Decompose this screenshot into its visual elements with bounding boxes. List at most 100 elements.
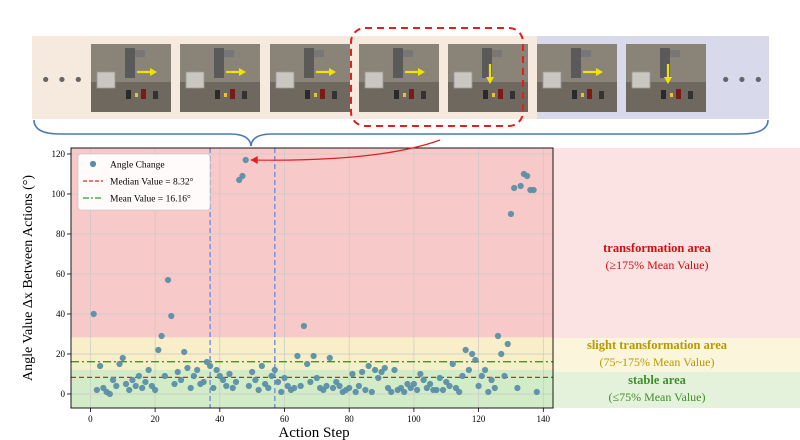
x-tick-label: 20 [151,414,161,424]
x-tick-label: 100 [407,414,421,424]
data-point [268,372,275,380]
data-point [491,384,498,392]
basket-icon [364,71,384,89]
data-point [116,360,123,368]
data-point [229,384,236,392]
data-point [142,378,149,386]
data-point [349,370,356,378]
data-point [90,310,97,318]
data-point [414,386,421,394]
data-point [449,360,456,368]
bottle-icon [305,90,310,99]
data-point [346,384,353,392]
data-point [190,372,198,380]
small-object-icon [224,93,227,97]
legend-swatch-points [89,160,97,168]
data-point [507,210,515,218]
data-point [258,362,265,370]
data-point [291,384,298,392]
yellow-arrowhead-icon [150,68,157,76]
robot-arm-joint-icon [403,50,413,57]
x-axis-label: Action Step [278,425,349,440]
data-point [485,388,492,396]
legend-label: Mean Value = 16.16° [110,194,191,205]
data-point [119,354,126,362]
x-tick-label: 60 [280,414,290,424]
data-point [436,374,443,382]
y-tick-label: 80 [56,229,66,239]
robot-arm-joint-icon [135,50,145,57]
robot-arm-icon [571,48,581,78]
robot-arm-joint-icon [492,50,502,57]
data-point [187,384,194,392]
data-point [271,366,278,374]
data-point [281,374,288,382]
data-point [426,380,434,388]
y-tick-label: 40 [56,309,66,319]
data-point [232,378,240,386]
plot-area: 0 20 40 60 80 100 120 140 0 20 40 60 80 100 120 Angle C… [52,147,554,424]
filmstrip: • • • • • • [32,27,769,147]
data-point [388,388,395,396]
bottle-icon [587,89,592,99]
robot-frame [180,44,260,112]
data-point [109,376,117,384]
data-point [401,388,408,396]
data-point [97,362,104,370]
data-point [213,366,220,374]
data-point [194,366,201,374]
filmstrip-right-ellipsis: • • • [720,70,763,91]
robot-arm-icon [393,48,403,78]
data-point [152,386,159,394]
y-tick-label: 0 [61,389,66,399]
data-point [135,372,143,380]
data-point [129,376,136,384]
robot-arm-icon [125,48,135,78]
small-object-icon [670,93,673,97]
data-point [200,378,207,386]
zone-transformation-bg [553,148,800,338]
highlight-box [350,27,524,127]
y-tick-label: 120 [52,149,66,159]
small-object-icon [403,93,406,97]
yellow-arrowhead-icon [239,68,246,76]
data-point [307,378,314,386]
data-point [106,390,113,398]
data-point [226,370,233,378]
robot-frame [270,44,350,112]
data-point [465,366,472,374]
zone-slight-subtitle: (75~175% Mean Value) [600,355,715,369]
y-tick-label: 100 [52,189,66,199]
data-point [323,382,330,390]
zone-slight-bg [553,338,800,372]
zone-stable-title: stable area [628,373,686,387]
bottle-icon [661,90,666,99]
data-point [501,372,508,380]
data-point [511,184,518,192]
bottle-icon [498,89,503,99]
data-point [313,374,320,382]
data-point [514,384,521,392]
x-tick-label: 0 [88,414,93,424]
data-point [126,386,133,394]
data-point [249,368,256,376]
highlight-arrow [250,139,441,161]
data-point [300,322,308,330]
data-point [504,340,511,348]
bottle-icon [599,91,604,99]
data-point [171,380,178,388]
data-point [469,350,476,358]
data-point [155,346,162,354]
zone-slight-title: slight transformation area [587,338,728,352]
data-point [446,382,453,390]
bottle-icon [215,90,220,99]
data-point [239,172,246,180]
data-point [355,382,363,390]
x-tick-label: 140 [537,414,551,424]
bottle-icon [394,90,399,99]
basket-icon [542,71,562,89]
data-point [375,374,382,382]
data-point [498,350,505,358]
data-point [184,364,191,372]
x-tick-label: 40 [215,414,225,424]
